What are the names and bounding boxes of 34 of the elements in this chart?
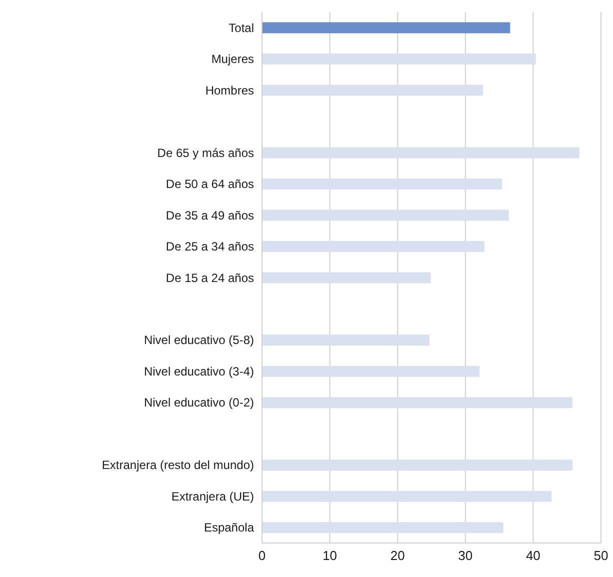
- y-tick-label: De 50 a 64 años: [166, 177, 254, 192]
- bar: [262, 366, 480, 377]
- bar: [262, 240, 484, 252]
- x-tick-label: 0: [258, 548, 266, 564]
- bar: [262, 84, 484, 96]
- y-tick-label: Nivel educativo (0-2): [144, 396, 254, 410]
- bar: [262, 272, 431, 284]
- bar: [262, 460, 573, 471]
- y-tick-label: Nivel educativo (5-8): [144, 333, 254, 348]
- x-tick-label: 30: [458, 548, 473, 564]
- y-tick-label: Total: [228, 20, 254, 35]
- bar: [262, 334, 430, 346]
- y-tick-label: De 65 y más años: [157, 146, 254, 160]
- bar: [262, 54, 536, 65]
- y-tick-label: Nivel educativo (3-4): [144, 364, 254, 378]
- y-tick-label: Española: [204, 520, 254, 535]
- y-tick-label: Extranjera (resto del mundo): [102, 458, 254, 472]
- y-tick-label: De 25 a 34 años: [166, 240, 254, 254]
- y-tick-label: Extranjera (UE): [171, 489, 254, 504]
- bar: [262, 178, 502, 190]
- y-tick-label: De 35 a 49 años: [166, 208, 254, 222]
- bar: [262, 147, 580, 158]
- bar: [262, 397, 573, 408]
- x-tick-label: 20: [390, 548, 405, 564]
- bar: [262, 490, 552, 502]
- bar: [262, 522, 504, 534]
- y-tick-label: Hombres: [205, 83, 254, 98]
- y-tick-label: Mujeres: [211, 52, 254, 66]
- bar: [262, 210, 509, 221]
- bar: [262, 22, 510, 34]
- x-tick-label: 40: [526, 548, 540, 564]
- x-tick-label: 10: [322, 548, 338, 564]
- x-tick-label: 50: [594, 548, 608, 564]
- y-tick-label: De 15 a 24 años: [166, 270, 254, 285]
